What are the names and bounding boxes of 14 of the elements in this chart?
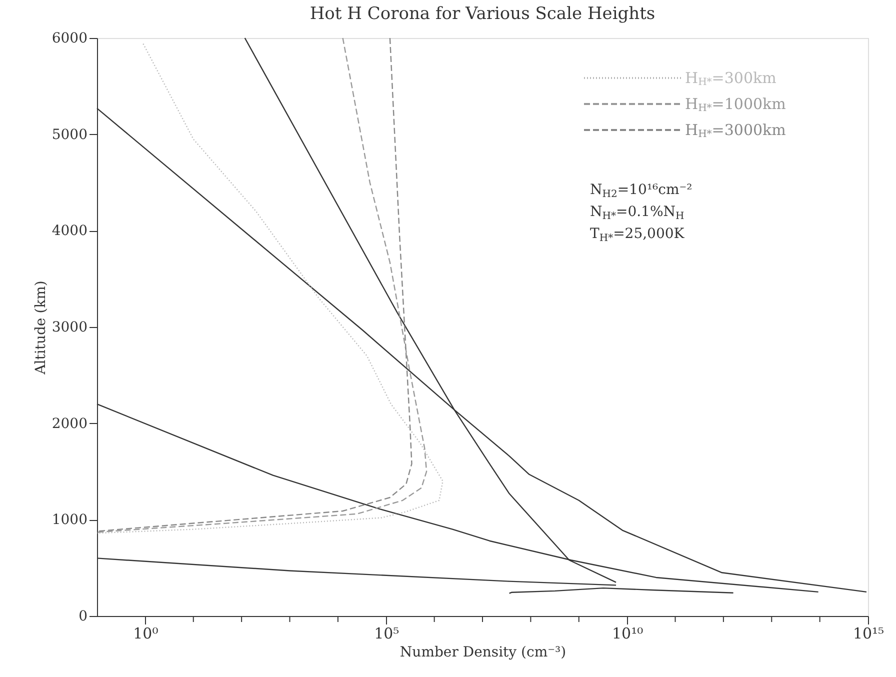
y-tick-label: 5000 xyxy=(52,126,88,143)
y-tick-label: 1000 xyxy=(52,512,88,528)
y-tick-label: 6000 xyxy=(52,30,88,46)
x-axis-title: Number Density (cm⁻³) xyxy=(400,644,566,660)
y-tick-label: 4000 xyxy=(52,223,88,240)
x-tick-label: 10⁵ xyxy=(374,624,400,642)
y-tick-label: 2000 xyxy=(52,416,88,432)
x-tick-label: 10⁰ xyxy=(133,624,158,642)
y-tick-label: 3000 xyxy=(52,320,88,336)
x-tick-label: 10¹⁵ xyxy=(852,624,884,642)
chart-title: Hot H Corona for Various Scale Heights xyxy=(310,4,656,24)
x-tick-label: 10¹⁰ xyxy=(612,624,644,642)
y-axis-title: Altitude (km) xyxy=(32,280,49,376)
y-tick-label: 0 xyxy=(78,608,88,624)
